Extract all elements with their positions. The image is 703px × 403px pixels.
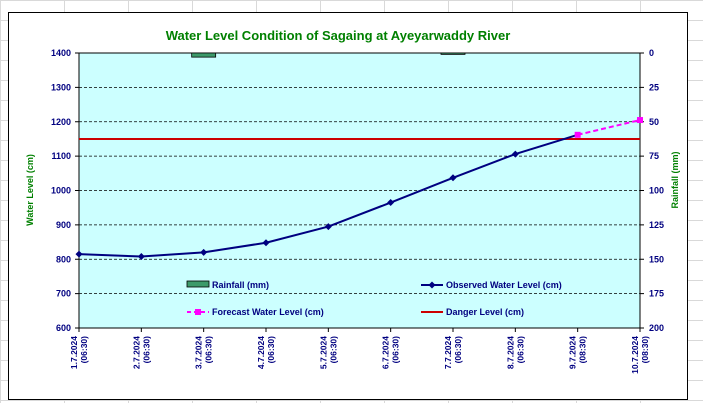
x-tick-time: (06:30) [515,336,525,364]
x-tick-time: (06:30) [141,336,151,364]
x-tick-label: 9.7.2024 (08:30) [568,336,588,369]
y2-tick-label: 150 [649,254,664,264]
x-tick-date: 1.7.2024 [69,336,79,369]
y-tick-label: 1400 [51,48,71,58]
y2-tick-label: 200 [649,323,664,333]
observed-point [75,250,83,258]
forecast-water-level-line [577,119,641,136]
legend-forecast-label: Forecast Water Level (cm) [212,307,324,317]
y-tick-label: 700 [56,289,71,299]
observed-point [324,223,332,231]
x-tick-label: 5.7.2024 (06:30) [318,336,338,369]
x-tick-date: 3.7.2024 [194,336,204,369]
x-tick-label: 3.7.2024 (06:30) [194,336,214,369]
legend: Rainfall (mm) Observed Water Level (cm) Fo… [186,280,562,317]
observed-point [387,199,395,207]
y2-tick-label: 75 [649,151,659,161]
chart-title: Water Level Condition of Sagaing at Ayey… [166,28,511,43]
x-tick-time: (06:30) [79,336,89,364]
x-tick-date: 9.7.2024 [568,336,578,369]
y2-tick-label: 175 [649,289,664,299]
legend-observed-label: Observed Water Level (cm) [446,280,562,290]
y2-tick-label: 50 [649,117,659,127]
x-tick-date: 2.7.2024 [131,336,141,369]
x-tick-label: 8.7.2024 (06:30) [505,336,525,369]
y-tick-label: 900 [56,220,71,230]
x-tick-date: 8.7.2024 [505,336,515,369]
rainfall-bar [191,52,217,58]
x-tick-label: 6.7.2024 (06:30) [381,336,401,369]
observed-point [200,248,208,256]
forecast-point [574,131,581,138]
x-tick-date: 5.7.2024 [318,336,328,369]
legend-danger-label: Danger Level (cm) [446,307,524,317]
forecast-point [637,117,643,124]
x-tick-label: 7.7.2024 (06:30) [443,336,463,369]
legend-forecast-marker [195,309,201,315]
legend-observed-marker [428,281,436,289]
y-tick-label: 800 [56,254,71,264]
x-tick-time: (06:30) [453,336,463,364]
y-tick-label: 1300 [51,82,71,92]
y2-axis-label: Rainfall (mm) [670,151,680,208]
x-tick-time: (06:30) [204,336,214,364]
x-tick-time: (08:30) [640,336,650,364]
plot-area: 600 700 800 900 1000 1100 1200 1300 1400 0 25 50 75 1… [51,48,664,374]
x-tick-label: 4.7.2024 (06:30) [256,336,276,369]
y-tick-label: 1200 [51,117,71,127]
y-tick-label: 1000 [51,186,71,196]
x-tick-time: (06:30) [391,336,401,364]
x-tick-time: (06:30) [266,336,276,364]
x-tick-date: 10.7.2024 [630,336,640,374]
y2-tick-label: 125 [649,220,664,230]
legend-rainfall-swatch [186,280,210,288]
y-axis-label: Water Level (cm) [25,154,35,226]
y2-tick-label: 100 [649,186,664,196]
legend-rainfall-label: Rainfall (mm) [212,280,269,290]
observed-point [449,174,457,182]
x-tick-date: 6.7.2024 [381,336,391,369]
y2-tick-label: 0 [649,48,654,58]
y-tick-label: 1100 [51,151,71,161]
x-tick-date: 4.7.2024 [256,336,266,369]
x-tick-label: 1.7.2024 (06:30) [69,336,89,369]
observed-point [262,239,270,247]
x-tick-label: 2.7.2024 (06:30) [131,336,151,369]
x-tick-label: 10.7.2024 (08:30) [630,336,650,374]
x-tick-date: 7.7.2024 [443,336,453,369]
observed-point [511,150,519,158]
y-tick-label: 600 [56,323,71,333]
rainfall-bar [440,52,466,55]
observed-point [137,253,145,260]
x-tick-time: (06:30) [328,336,338,364]
y2-tick-label: 25 [649,82,659,92]
x-tick-time: (08:30) [578,336,588,364]
